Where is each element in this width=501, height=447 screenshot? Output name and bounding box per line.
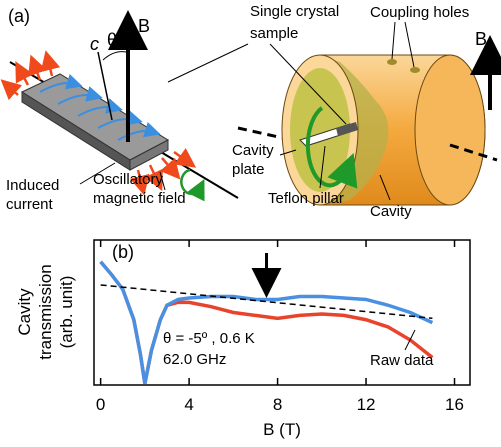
panel-a: (a) Single crystal sample Coupling holes… bbox=[6, 3, 497, 220]
series-leader bbox=[405, 330, 415, 350]
coupling-hole bbox=[410, 67, 420, 73]
angle-arc bbox=[103, 52, 126, 60]
y-axis-label: transmission bbox=[36, 264, 55, 359]
x-tick-label: 4 bbox=[184, 395, 193, 414]
y-axis-label: (arb. unit) bbox=[57, 276, 76, 349]
induced-label: current bbox=[6, 196, 54, 213]
cavity-end bbox=[415, 55, 485, 205]
x-tick-label: 12 bbox=[357, 395, 376, 414]
pillar-label: Teflon pillar bbox=[268, 190, 344, 207]
annotation: θ = -5º , 0.6 K bbox=[163, 330, 255, 347]
x-tick-label: 0 bbox=[96, 395, 105, 414]
panel-label: (a) bbox=[8, 6, 30, 26]
page: (a) Single crystal sample Coupling holes… bbox=[0, 0, 501, 447]
x-tick-label: 16 bbox=[445, 395, 464, 414]
plate-label: Cavity bbox=[232, 142, 274, 159]
oscillatory-label: magnetic field bbox=[93, 190, 186, 207]
sample-label: sample bbox=[250, 25, 298, 42]
field-label: B bbox=[138, 16, 150, 36]
coupling-hole bbox=[387, 59, 397, 65]
sample-label: Single crystal bbox=[250, 3, 339, 20]
panel-label: (b) bbox=[112, 242, 134, 262]
x-axis-label: B (T) bbox=[263, 420, 301, 439]
oscillatory-label: Oscillatory bbox=[93, 171, 164, 188]
cavity-label: Cavity bbox=[370, 203, 412, 220]
theta-label: θ bbox=[107, 30, 117, 50]
field-label: B bbox=[475, 29, 487, 49]
induced-label: Induced bbox=[6, 177, 59, 194]
figure: (a) Single crystal sample Coupling holes… bbox=[0, 0, 501, 447]
series-line bbox=[101, 285, 433, 318]
series-label: Raw data bbox=[370, 352, 434, 369]
y-axis-label: Cavity bbox=[15, 288, 34, 336]
x-tick-label: 8 bbox=[273, 395, 282, 414]
panel-b: 0 4 8 12 16 (b) θ = -5º , 0.6 K 62.0 GHz Raw dat… bbox=[15, 240, 470, 439]
c-label: c bbox=[90, 34, 99, 54]
plate-label: plate bbox=[232, 161, 265, 178]
coupling-label: Coupling holes bbox=[370, 4, 469, 21]
annotation: 62.0 GHz bbox=[163, 351, 226, 368]
